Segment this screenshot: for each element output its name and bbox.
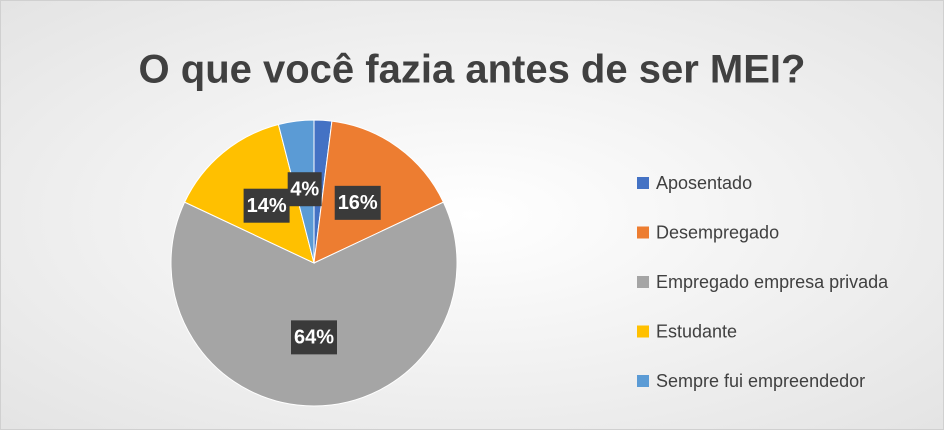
data-label-box (287, 172, 322, 207)
chart-title: O que você fazia antes de ser MEI? (139, 48, 806, 92)
data-label: 14% (247, 195, 287, 217)
legend-swatch (637, 226, 649, 239)
legend-label: Desempregado (656, 222, 779, 242)
legend-swatch (637, 325, 649, 338)
legend-label: Sempre fui empreendedor (656, 371, 865, 391)
legend-swatch (637, 276, 649, 288)
data-label: 4% (290, 179, 319, 201)
data-label-box (334, 185, 381, 220)
data-label: 64% (294, 327, 334, 349)
legend-swatch (637, 375, 649, 387)
legend-label: Aposentado (656, 173, 752, 193)
data-label-box (291, 320, 337, 355)
legend-label: Estudante (656, 321, 737, 341)
pie-slice (170, 201, 458, 407)
legend-swatch (637, 177, 649, 189)
data-label: 16% (338, 192, 378, 214)
legend-label: Empregado empresa privada (656, 272, 889, 292)
data-label-box (243, 188, 290, 223)
